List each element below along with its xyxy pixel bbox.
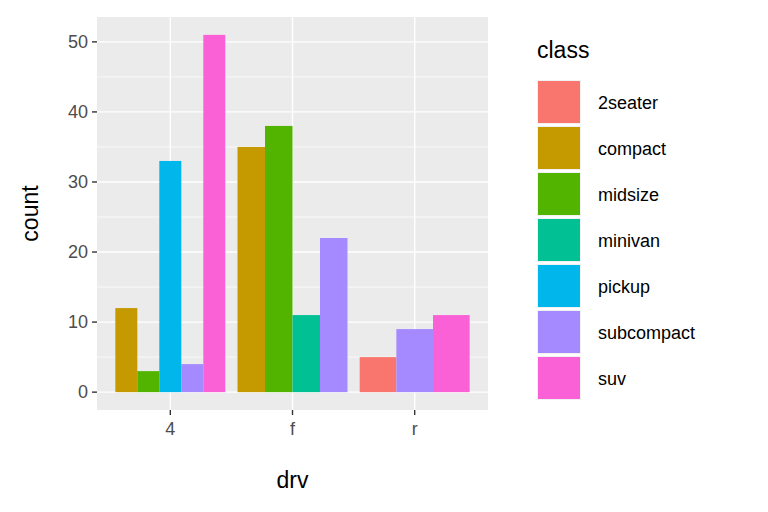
bar: [320, 238, 347, 392]
legend-swatch: [538, 81, 580, 123]
bar: [238, 147, 265, 392]
tick-label: 50: [68, 32, 88, 52]
tick: [92, 321, 97, 322]
tick-label: 4: [165, 419, 175, 439]
bar: [433, 315, 470, 392]
tick: [414, 410, 415, 415]
legend-label: suv: [598, 369, 626, 389]
plot-panel: [97, 17, 488, 410]
bar: [181, 364, 203, 392]
chart: 0 10 20 30 40 50 4 f r drv count class 2seater compac…: [0, 0, 768, 512]
legend-label: pickup: [598, 277, 650, 297]
tick: [170, 410, 171, 415]
y-axis-title: count: [17, 185, 43, 242]
tick: [92, 41, 97, 42]
legend-label: 2seater: [598, 93, 658, 113]
legend-swatch: [538, 265, 580, 307]
legend-swatch: [538, 173, 580, 215]
legend-label: midsize: [598, 185, 659, 205]
bar: [360, 357, 397, 392]
legend-key-bg: [537, 218, 581, 262]
tick-label: 0: [78, 382, 88, 402]
legend-title: class: [537, 37, 589, 63]
tick: [92, 111, 97, 112]
legend-key-bg: [537, 356, 581, 400]
bar: [396, 329, 433, 392]
legend-label: subcompact: [598, 323, 695, 343]
legend-label: compact: [598, 139, 666, 159]
bar: [265, 126, 292, 392]
legend-key-bg: [537, 310, 581, 354]
tick: [92, 391, 97, 392]
tick: [92, 181, 97, 182]
legend-label: minivan: [598, 231, 660, 251]
bar: [293, 315, 320, 392]
legend-swatch: [538, 127, 580, 169]
tick-label: r: [412, 419, 418, 439]
tick-label: 40: [68, 102, 88, 122]
tick: [92, 251, 97, 252]
bar: [115, 308, 137, 392]
bar: [203, 35, 225, 392]
x-axis-title: drv: [277, 467, 309, 493]
legend-swatch: [538, 219, 580, 261]
legend-key-bg: [537, 126, 581, 170]
legend-key-bg: [537, 172, 581, 216]
legend-swatch: [538, 311, 580, 353]
tick-label: f: [290, 419, 296, 439]
bar: [137, 371, 159, 392]
legend: class 2seater compact midsize minivan pickup s…: [537, 37, 695, 400]
bars: [115, 35, 469, 392]
legend-key-bg: [537, 80, 581, 124]
legend-swatch: [538, 357, 580, 399]
bar: [159, 161, 181, 392]
tick: [292, 410, 293, 415]
tick-label: 30: [68, 172, 88, 192]
tick-label: 20: [68, 242, 88, 262]
tick-label: 10: [68, 312, 88, 332]
legend-key-bg: [537, 264, 581, 308]
